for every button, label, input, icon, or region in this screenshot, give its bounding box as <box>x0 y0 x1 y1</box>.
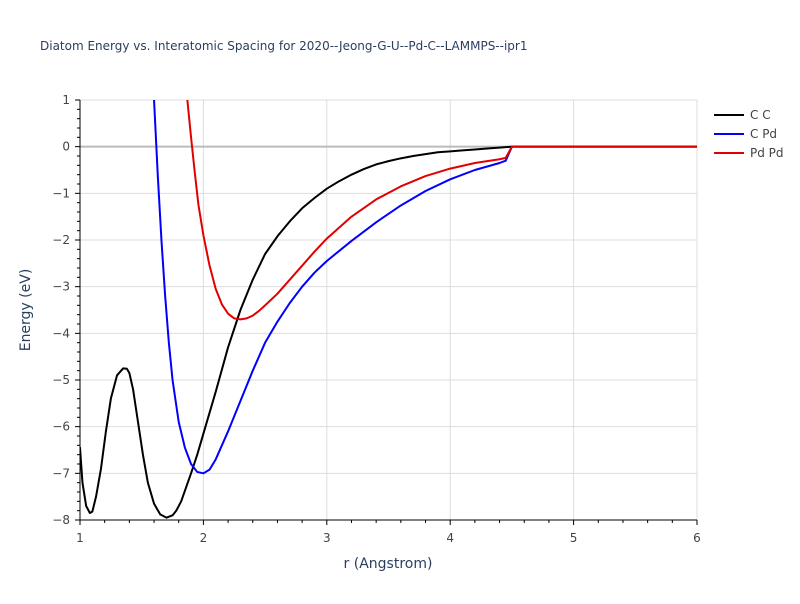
y-tick-label: 0 <box>62 140 70 154</box>
y-tick-label: −6 <box>52 420 70 434</box>
grid-layer <box>80 99 698 520</box>
x-tick-label: 3 <box>323 531 331 545</box>
x-tick-label: 6 <box>693 531 701 545</box>
x-axis-label: r (Angstrom) <box>344 556 433 572</box>
y-tick-label: −2 <box>52 233 70 247</box>
series-line-pd-pd <box>186 100 697 321</box>
y-tick-label: −7 <box>52 466 70 480</box>
y-tick-label: −5 <box>52 373 70 387</box>
legend-entry-label[interactable]: C Pd <box>750 127 777 141</box>
series-line-c-c <box>80 145 697 519</box>
chart-title: Diatom Energy vs. Interatomic Spacing fo… <box>40 39 528 53</box>
y-axis-label: Energy (eV) <box>18 269 34 352</box>
plot-area <box>80 100 697 519</box>
y-tick-label: −8 <box>52 513 70 527</box>
x-tick-label: 4 <box>446 531 454 545</box>
axis-layer: 1 2 3 4 5 6 1 0 −1 −2 −3 −4 −5 −6 −7 −8 <box>52 93 701 545</box>
y-tick-label: −1 <box>52 186 70 200</box>
legend-entry-label[interactable]: C C <box>750 108 771 122</box>
y-tick-label: 1 <box>62 93 70 107</box>
legend-entry-label[interactable]: Pd Pd <box>750 146 784 160</box>
x-tick-label: 2 <box>200 531 208 545</box>
x-tick-label: 1 <box>76 531 84 545</box>
y-tick-label: −4 <box>52 326 70 340</box>
y-tick-label: −3 <box>52 280 70 294</box>
legend: C C C Pd Pd Pd <box>714 108 784 160</box>
x-tick-label: 5 <box>570 531 578 545</box>
series-line-c-pd <box>153 100 697 475</box>
